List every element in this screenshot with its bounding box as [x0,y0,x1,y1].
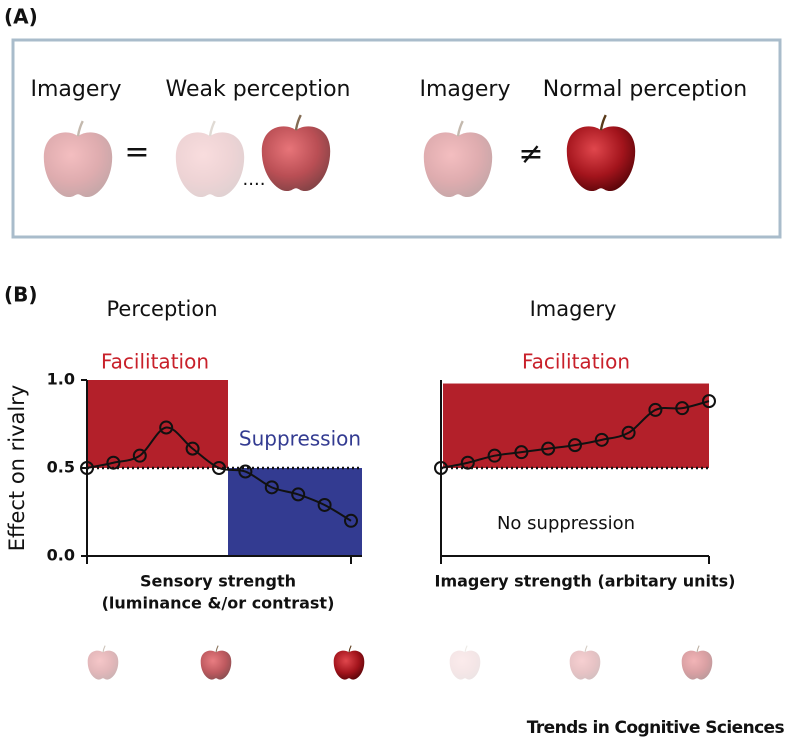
data-point [594,432,609,447]
panel-frame [11,38,782,239]
region [228,468,362,556]
region-label: Facilitation [522,350,630,374]
symbol: = [124,135,149,170]
data-point [568,438,582,453]
apple [681,645,713,681]
apple [200,645,232,681]
data-point [159,420,174,435]
data-point [621,425,636,440]
label: Imagery [31,77,122,102]
region [443,383,709,468]
apple [42,119,114,199]
annotation: No suppression [497,513,635,534]
apple [333,645,365,681]
data-point [291,487,306,502]
region [87,380,228,468]
fit-line [440,400,710,469]
y-tick-label: 0.0 [47,546,75,565]
data-point [344,513,358,528]
apple [449,645,481,681]
data-point [675,401,690,416]
symbol: .... [243,169,266,190]
apple [260,113,332,193]
apple [87,645,119,681]
apple [422,119,494,199]
data-point [212,461,226,475]
label: Imagery [420,77,511,102]
apple [565,113,637,193]
x-axis-label: (luminance &/or contrast) [102,594,335,613]
footer: Trends in Cognitive Sciences [527,718,785,738]
region-label: Suppression [239,427,361,451]
data-point [702,394,716,409]
data-point [80,461,94,475]
data-point [238,464,253,479]
chart-title: Imagery [530,297,617,321]
fit-line [86,426,352,522]
data-point [434,461,448,475]
data-point [487,448,502,463]
data-point [514,445,529,460]
x-axis-label: Sensory strength [140,572,296,591]
label: Normal perception [543,77,747,102]
x-axis-label: Imagery strength (arbitary units) [434,572,735,591]
data-point [106,455,121,470]
panel-label: (A) [4,5,38,29]
label: Weak perception [165,77,350,102]
data-point [460,455,475,470]
chart-title: Perception [106,297,217,321]
region-label: Facilitation [101,350,209,374]
data-point [541,441,556,456]
y-tick-label: 0.5 [47,458,75,477]
y-axis-label: Effect on rivalry [5,385,29,552]
data-point [648,402,663,417]
y-tick-label: 1.0 [47,370,75,389]
panel-a: (A) Imagery Weak perception Imagery Norm… [4,5,782,239]
data-point [317,497,332,512]
data-point [185,441,200,456]
panel-label: (B) [4,283,38,307]
apple [174,119,246,199]
data-point [132,448,147,463]
apple-row [87,645,713,681]
data-point [264,480,279,495]
apple [569,645,601,681]
symbol: ≠ [518,137,543,172]
